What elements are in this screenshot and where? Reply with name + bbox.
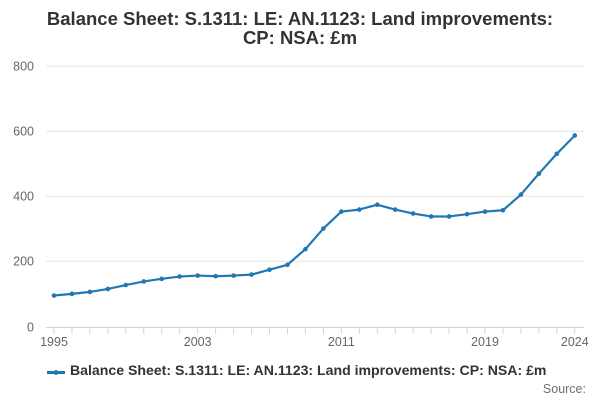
svg-text:2024: 2024 <box>561 335 589 349</box>
svg-text:2011: 2011 <box>328 335 355 349</box>
svg-text:1995: 1995 <box>40 335 68 349</box>
svg-text:200: 200 <box>13 255 34 269</box>
svg-text:2019: 2019 <box>471 335 499 349</box>
svg-text:400: 400 <box>13 190 34 204</box>
svg-text:0: 0 <box>27 321 34 335</box>
svg-text:800: 800 <box>13 60 34 74</box>
svg-text:2003: 2003 <box>184 335 212 349</box>
svg-text:600: 600 <box>13 125 34 139</box>
